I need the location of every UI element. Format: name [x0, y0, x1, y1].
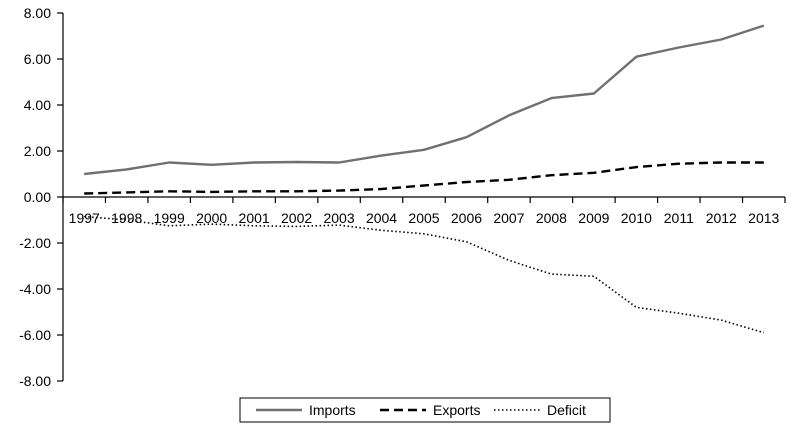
legend-label-imports: Imports [309, 402, 356, 418]
y-tick-label: -2.00 [19, 235, 51, 251]
y-tick-label: 2.00 [24, 143, 51, 159]
x-tick-label: 2010 [621, 210, 652, 226]
y-tick-label: 8.00 [24, 5, 51, 21]
series-line-exports [84, 161, 764, 195]
y-tick-label: -4.00 [19, 281, 51, 297]
series-line-imports [84, 24, 765, 176]
y-tick-label: -6.00 [19, 327, 51, 343]
x-tick-label: 2008 [536, 210, 567, 226]
x-tick-label: 2007 [493, 210, 524, 226]
y-tick-label: -8.00 [19, 373, 51, 389]
series-line-deficit [84, 215, 765, 334]
x-tick-label: 2011 [664, 210, 694, 226]
y-tick-label: 4.00 [24, 97, 51, 113]
legend-label-deficit: Deficit [547, 402, 586, 418]
x-tick-label: 2006 [451, 210, 482, 226]
x-axis: 1997 1998 1999 2000 2001 2002 2003 2004 2005 2006… [62, 196, 786, 226]
x-tick-label: 2012 [706, 210, 737, 226]
x-tick-label: 2005 [408, 210, 439, 226]
x-tick-label: 2003 [323, 210, 354, 226]
y-tick-label: 0.00 [24, 189, 51, 205]
x-tick-label: 1999 [154, 210, 185, 226]
x-tick-label: 2002 [281, 210, 312, 226]
x-tick-label: 2004 [366, 210, 397, 226]
y-axis: 8.00 6.00 4.00 2.00 0.00 -2.00 -4.00 -6.00 -8.00 [19, 5, 64, 389]
legend-label-exports: Exports [433, 402, 480, 418]
series-layer [84, 24, 765, 334]
x-tick-label: 1997 [69, 210, 100, 226]
x-tick-label: 2009 [578, 210, 609, 226]
x-tick-label: 2000 [196, 210, 227, 226]
x-tick-label: 2013 [748, 210, 779, 226]
x-tick-label: 1998 [111, 210, 142, 226]
y-tick-label: 6.00 [24, 51, 51, 67]
legend: Imports Exports Deficit [239, 397, 611, 423]
x-tick-label: 2001 [239, 210, 270, 226]
